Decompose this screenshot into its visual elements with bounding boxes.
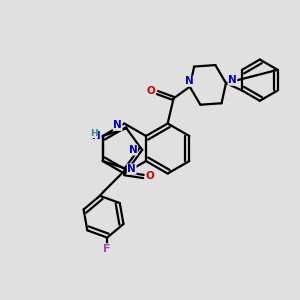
Text: O: O <box>146 172 154 182</box>
Text: N: N <box>228 75 237 85</box>
Text: F: F <box>103 244 111 254</box>
Text: N: N <box>113 120 122 130</box>
Text: O: O <box>146 86 155 96</box>
Text: N: N <box>128 145 137 155</box>
Text: N: N <box>127 164 136 174</box>
Text: N: N <box>185 76 194 86</box>
Text: N: N <box>92 131 100 141</box>
Text: H: H <box>90 129 98 138</box>
